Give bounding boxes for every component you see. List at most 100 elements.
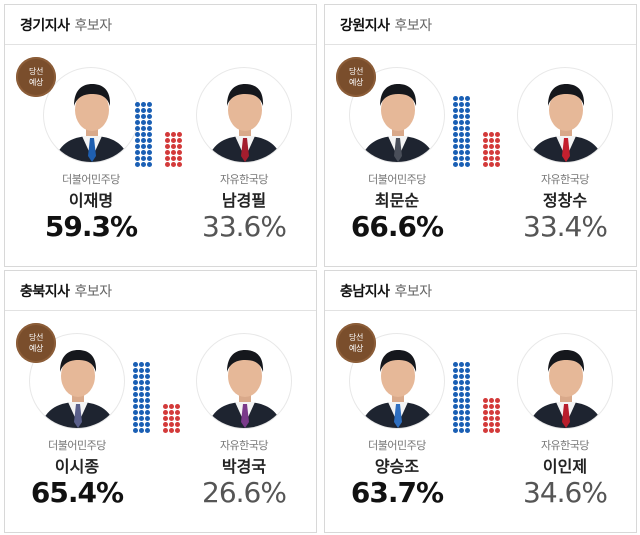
vote-dot	[145, 410, 150, 415]
winner-dot-column	[135, 102, 152, 167]
vote-dot	[135, 156, 140, 161]
vote-dot	[139, 398, 144, 403]
vote-dot	[147, 156, 152, 161]
vote-dot	[133, 374, 138, 379]
vote-dot	[133, 428, 138, 433]
vote-dot	[453, 362, 458, 367]
vote-dot	[133, 410, 138, 415]
winner-party: 더불어민주당	[62, 173, 120, 186]
winner-photo	[349, 67, 445, 163]
vote-dot	[147, 144, 152, 149]
vote-dot	[465, 398, 470, 403]
vote-dot	[141, 144, 146, 149]
vote-dot	[141, 126, 146, 131]
vote-dot	[147, 102, 152, 107]
loser-party: 자유한국당	[540, 173, 590, 186]
vote-dot	[135, 150, 140, 155]
vote-dot	[169, 422, 174, 427]
vote-dot	[459, 144, 464, 149]
card-header: 경기지사 후보자	[5, 5, 316, 45]
winner-party: 더불어민주당	[368, 173, 426, 186]
vote-dot	[453, 126, 458, 131]
vote-dot	[139, 422, 144, 427]
vote-dot	[453, 114, 458, 119]
vote-dot	[495, 156, 500, 161]
loser-dot-column	[165, 132, 182, 167]
vote-dot	[453, 404, 458, 409]
vote-dot	[145, 368, 150, 373]
loser-party: 자유한국당	[219, 173, 269, 186]
loser-photo	[517, 333, 613, 429]
winner-name: 이재명	[68, 191, 114, 210]
vote-dot	[171, 162, 176, 167]
vote-dot	[135, 126, 140, 131]
vote-dot	[495, 422, 500, 427]
vote-dot	[145, 386, 150, 391]
portrait-silhouette	[40, 350, 116, 428]
vote-dot	[147, 126, 152, 131]
vote-dot	[459, 404, 464, 409]
vote-dot	[169, 410, 174, 415]
vote-dot	[459, 156, 464, 161]
winner-name: 이시종	[54, 457, 100, 476]
vote-dot	[453, 416, 458, 421]
vote-dot	[169, 416, 174, 421]
vote-dot	[133, 368, 138, 373]
winner-percent: 59.3%	[44, 210, 138, 243]
vote-dot	[465, 380, 470, 385]
vote-dot	[465, 362, 470, 367]
vote-dot	[489, 398, 494, 403]
vote-dot	[139, 362, 144, 367]
region-title: 충남지사	[340, 283, 390, 300]
vote-dot	[459, 380, 464, 385]
vote-dot	[459, 362, 464, 367]
loser-name: 남경필	[221, 191, 267, 210]
region-title: 충북지사	[20, 283, 70, 300]
vote-dot	[163, 404, 168, 409]
vote-dot	[165, 162, 170, 167]
vote-dot	[133, 386, 138, 391]
vote-dot	[459, 392, 464, 397]
portrait-silhouette	[360, 350, 436, 428]
vote-dot	[135, 102, 140, 107]
card-header: 충북지사 후보자	[5, 271, 316, 311]
loser-name: 정창수	[542, 191, 588, 210]
winner-photo	[43, 67, 139, 163]
region-subtitle: 후보자	[394, 283, 433, 300]
card-header: 충남지사 후보자	[325, 271, 636, 311]
vote-dot	[489, 156, 494, 161]
vote-dot	[453, 138, 458, 143]
loser-name: 박경국	[221, 457, 267, 476]
vote-dot	[147, 120, 152, 125]
vote-dot	[465, 428, 470, 433]
vote-dot	[495, 428, 500, 433]
vote-dot	[489, 132, 494, 137]
vote-dot	[489, 410, 494, 415]
vote-dot	[145, 398, 150, 403]
vote-dot	[453, 428, 458, 433]
vote-dot	[141, 138, 146, 143]
badge-line-1: 당선	[348, 67, 364, 76]
portrait-silhouette	[207, 350, 283, 428]
vote-dot	[171, 156, 176, 161]
vote-dot	[459, 428, 464, 433]
vote-dot	[135, 120, 140, 125]
vote-dot	[147, 150, 152, 155]
vote-dot	[141, 120, 146, 125]
badge-line-1: 당선	[28, 333, 44, 342]
vote-dot	[453, 102, 458, 107]
vote-dot	[163, 428, 168, 433]
badge-line-1: 당선	[28, 67, 44, 76]
vote-dot	[483, 398, 488, 403]
winner-name: 양승조	[374, 457, 420, 476]
vote-dot	[465, 162, 470, 167]
vote-dot	[495, 132, 500, 137]
vote-dot	[465, 126, 470, 131]
vote-share-dots	[453, 91, 503, 167]
vote-dot	[495, 416, 500, 421]
badge-line-2: 예상	[348, 344, 364, 353]
vote-dot	[453, 392, 458, 397]
vote-dot	[171, 150, 176, 155]
vote-dot	[135, 138, 140, 143]
loser-photo	[196, 67, 292, 163]
